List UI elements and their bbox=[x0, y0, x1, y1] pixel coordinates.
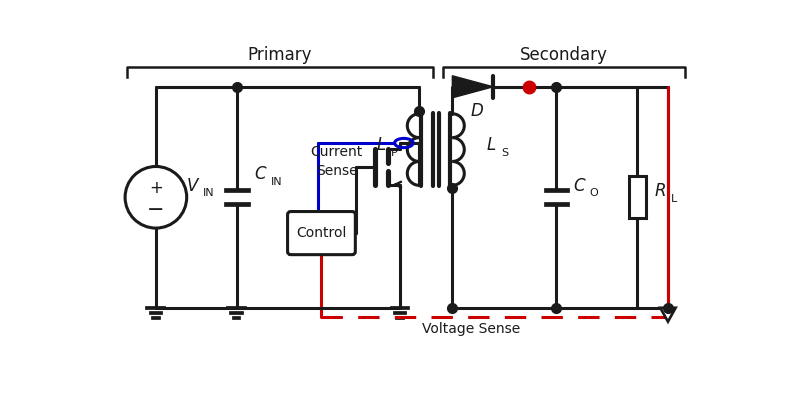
Text: Control: Control bbox=[296, 226, 346, 240]
Text: L: L bbox=[671, 194, 678, 204]
Text: Primary: Primary bbox=[248, 46, 312, 64]
Polygon shape bbox=[452, 76, 493, 98]
Text: V: V bbox=[187, 177, 198, 195]
Text: −: − bbox=[147, 200, 165, 220]
FancyBboxPatch shape bbox=[287, 211, 355, 255]
Text: D: D bbox=[471, 103, 484, 120]
Text: C: C bbox=[574, 177, 586, 195]
Text: R: R bbox=[654, 182, 666, 200]
Text: IN: IN bbox=[271, 177, 282, 187]
Text: Voltage Sense: Voltage Sense bbox=[422, 322, 521, 336]
Text: P: P bbox=[391, 148, 398, 158]
Text: S: S bbox=[501, 148, 508, 158]
Text: O: O bbox=[589, 188, 598, 198]
Text: C: C bbox=[254, 165, 266, 183]
Text: Current
Sense: Current Sense bbox=[310, 145, 363, 178]
Polygon shape bbox=[660, 308, 676, 322]
Text: +: + bbox=[149, 179, 163, 197]
FancyBboxPatch shape bbox=[629, 176, 646, 219]
Text: L: L bbox=[486, 136, 495, 154]
Text: L: L bbox=[376, 136, 386, 154]
Text: IN: IN bbox=[203, 188, 215, 198]
Text: Secondary: Secondary bbox=[520, 46, 608, 64]
